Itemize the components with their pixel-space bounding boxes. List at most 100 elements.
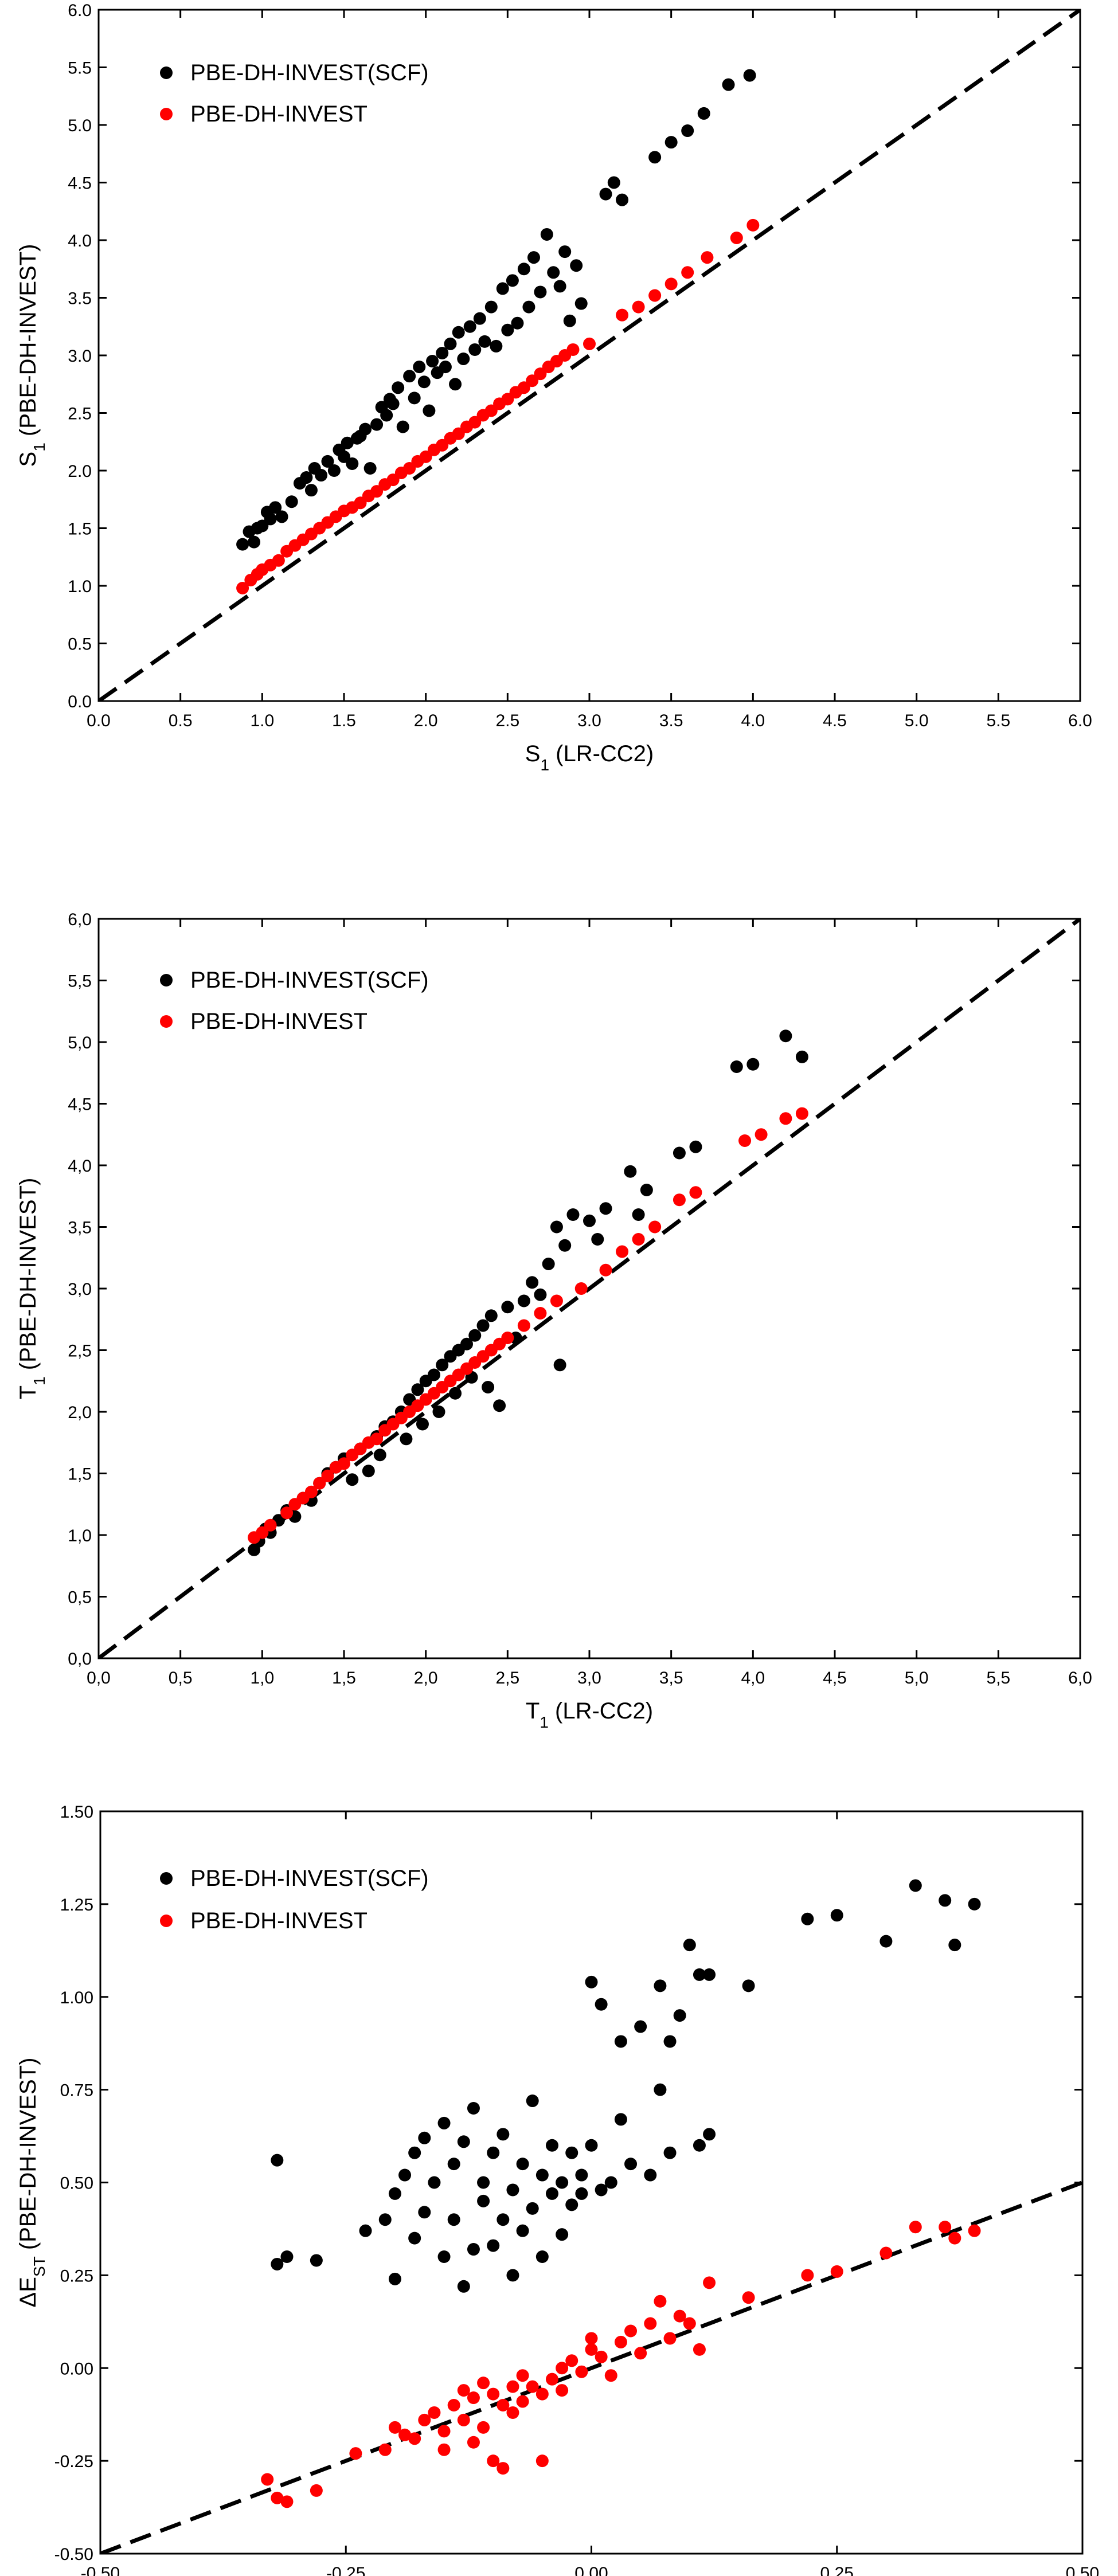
data-point bbox=[742, 2291, 755, 2304]
x-tick-label: 4,0 bbox=[741, 1669, 765, 1688]
data-point bbox=[664, 277, 678, 291]
data-point bbox=[517, 1294, 530, 1307]
data-point bbox=[261, 2473, 274, 2486]
data-point bbox=[477, 2176, 490, 2189]
data-point bbox=[490, 339, 503, 353]
legend-marker bbox=[160, 974, 173, 986]
data-point bbox=[830, 2265, 843, 2278]
data-point bbox=[566, 1208, 580, 1221]
data-point bbox=[463, 320, 476, 333]
data-point bbox=[321, 1469, 334, 1482]
y-tick-label: 5,5 bbox=[68, 972, 92, 991]
data-point bbox=[437, 2250, 451, 2263]
y-tick-label: 3.0 bbox=[68, 347, 92, 366]
x-tick-label: 2,0 bbox=[414, 1669, 438, 1688]
data-point bbox=[280, 2495, 294, 2508]
data-point bbox=[437, 2425, 451, 2438]
data-point bbox=[648, 151, 662, 164]
data-point bbox=[460, 1337, 473, 1350]
data-point bbox=[830, 1909, 843, 1922]
series-non-scf bbox=[261, 2221, 981, 2508]
data-point bbox=[550, 1220, 563, 1234]
data-point bbox=[738, 1134, 752, 1147]
legend-label: PBE-DH-INVEST bbox=[190, 101, 368, 127]
data-point bbox=[909, 1879, 922, 1892]
data-point bbox=[968, 2224, 981, 2237]
legend-marker bbox=[160, 1872, 173, 1885]
x-tick-label: 0.5 bbox=[169, 711, 193, 730]
data-point bbox=[467, 2102, 480, 2115]
data-point bbox=[583, 1214, 596, 1227]
data-point bbox=[506, 2183, 519, 2197]
data-point bbox=[545, 2139, 558, 2152]
data-point bbox=[271, 2491, 284, 2504]
data-point bbox=[527, 251, 540, 264]
data-point bbox=[599, 1263, 612, 1277]
data-point bbox=[663, 2146, 677, 2159]
data-point bbox=[426, 355, 439, 368]
y-axis-label: S1 (PBE-DH-INVEST) bbox=[15, 244, 48, 467]
data-point bbox=[392, 381, 405, 394]
data-point bbox=[522, 300, 535, 314]
data-point bbox=[614, 2035, 627, 2048]
x-tick-label: 1,5 bbox=[332, 1669, 356, 1688]
data-point bbox=[540, 228, 553, 241]
data-point bbox=[607, 176, 620, 189]
x-tick-label: -0.50 bbox=[81, 2564, 120, 2576]
data-point bbox=[417, 375, 431, 389]
data-point bbox=[457, 353, 470, 366]
data-point bbox=[269, 501, 282, 514]
data-point bbox=[313, 1477, 326, 1490]
data-point bbox=[556, 2228, 569, 2241]
data-point bbox=[693, 2343, 706, 2356]
data-point bbox=[517, 1319, 530, 1332]
x-tick-label: 2.0 bbox=[414, 711, 438, 730]
y-tick-label: 0.75 bbox=[60, 2081, 93, 2100]
x-tick-label: 0.0 bbox=[87, 711, 111, 730]
legend-marker bbox=[160, 108, 173, 120]
legend-label: PBE-DH-INVEST bbox=[190, 1908, 368, 1933]
series-scf bbox=[271, 1879, 981, 2293]
data-point bbox=[558, 1239, 572, 1252]
reference-line-y-equals-x bbox=[100, 2180, 1082, 2554]
data-point bbox=[271, 2154, 284, 2167]
data-point bbox=[654, 1979, 667, 1992]
x-tick-label: 1.0 bbox=[250, 711, 274, 730]
data-point bbox=[428, 2406, 441, 2419]
x-tick-label: 1,0 bbox=[250, 1669, 274, 1688]
data-point bbox=[271, 2257, 284, 2270]
reference-line-y-equals-x bbox=[99, 10, 1080, 701]
x-tick-label: 3,0 bbox=[577, 1669, 601, 1688]
data-point bbox=[526, 2202, 539, 2215]
data-point bbox=[689, 1186, 702, 1199]
data-point bbox=[436, 1359, 449, 1372]
y-tick-label: -0.50 bbox=[54, 2545, 93, 2564]
data-point bbox=[484, 1309, 498, 1322]
data-point bbox=[701, 251, 714, 264]
data-point bbox=[879, 1935, 893, 1948]
data-point bbox=[487, 2454, 500, 2468]
y-tick-label: 2,0 bbox=[68, 1403, 92, 1422]
data-point bbox=[476, 1319, 490, 1332]
data-point bbox=[575, 2187, 588, 2200]
data-point bbox=[795, 1050, 808, 1063]
data-point bbox=[315, 469, 328, 482]
data-point bbox=[432, 1406, 445, 1418]
data-point bbox=[452, 326, 465, 339]
data-point bbox=[648, 289, 662, 302]
data-point bbox=[644, 2168, 657, 2182]
data-point bbox=[801, 1912, 814, 1925]
data-point bbox=[535, 2387, 549, 2401]
series-non-scf bbox=[236, 218, 760, 595]
data-point bbox=[506, 2406, 519, 2419]
data-point bbox=[574, 297, 588, 310]
data-point bbox=[616, 308, 629, 322]
data-point bbox=[624, 2158, 638, 2171]
data-point bbox=[437, 2116, 451, 2129]
data-point bbox=[624, 2324, 638, 2338]
data-point bbox=[264, 1518, 277, 1532]
data-point bbox=[403, 370, 416, 383]
data-point bbox=[616, 1245, 629, 1258]
x-tick-label: 5,0 bbox=[905, 1669, 929, 1688]
y-tick-label: 6,0 bbox=[68, 910, 92, 929]
